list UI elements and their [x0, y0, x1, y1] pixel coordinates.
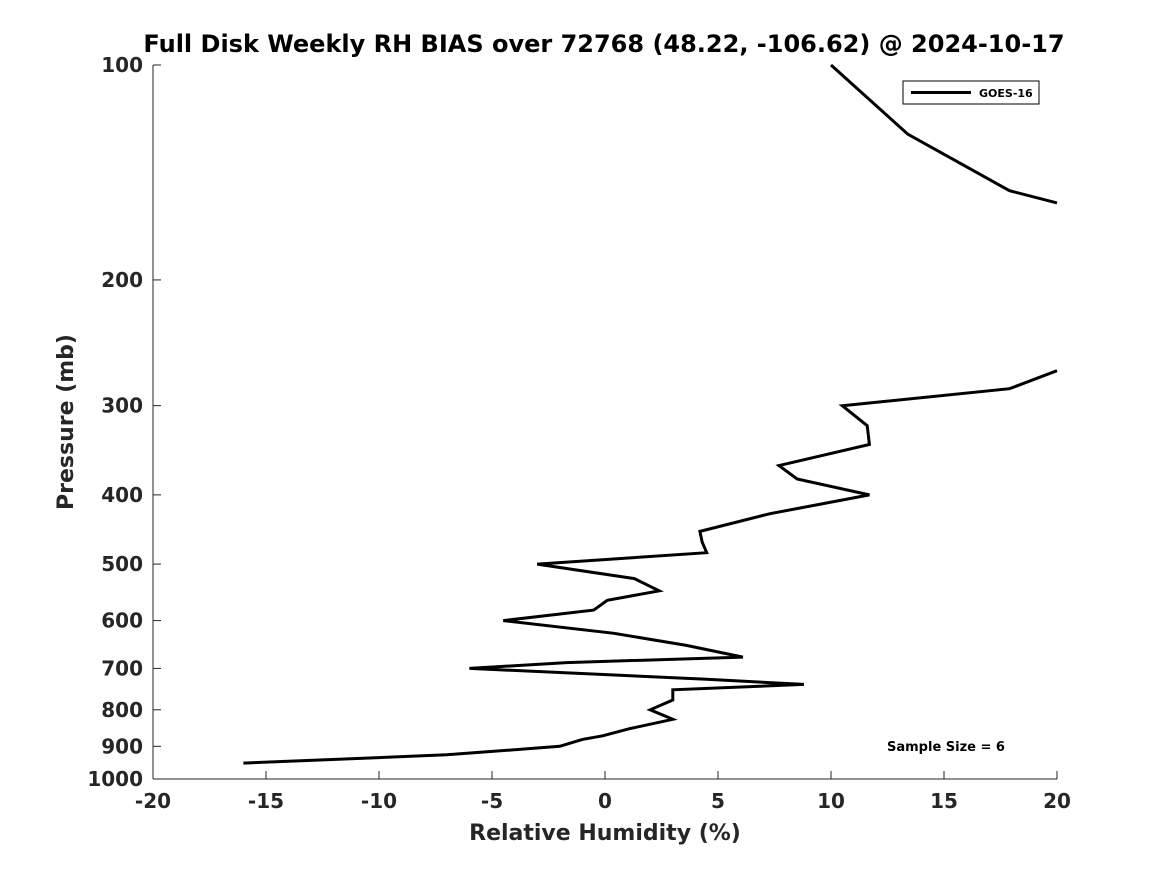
y-tick-label: 400: [101, 483, 143, 507]
x-tick-label: -20: [135, 789, 171, 813]
x-tick-label: -5: [481, 789, 503, 813]
x-axis-ticks: -20 -15 -10 -5 0 5 10 15 20: [135, 771, 1071, 813]
y-tick-label: 900: [101, 734, 143, 758]
x-tick-label: 0: [598, 789, 612, 813]
series-line-goes-16: [243, 369, 1058, 765]
x-tick-label: -10: [361, 789, 397, 813]
legend-label-goes-16: GOES-16: [979, 87, 1033, 100]
y-axis-label: Pressure (mb): [54, 334, 79, 510]
series-line-goes-16: [829, 63, 1058, 205]
y-axis-ticks: 100 200 300 400 500 600 700 800 900 1000: [87, 53, 161, 791]
y-tick-label: 800: [101, 698, 143, 722]
x-tick-label: 20: [1043, 789, 1071, 813]
y-tick-label: 100: [101, 53, 143, 77]
x-tick-label: -15: [248, 789, 284, 813]
y-tick-label: 600: [101, 609, 143, 633]
x-tick-label: 10: [817, 789, 845, 813]
x-tick-label: 15: [930, 789, 958, 813]
sample-size-annotation: Sample Size = 6: [887, 740, 1005, 755]
legend: GOES-16: [902, 80, 1040, 105]
series-layer: [243, 63, 1058, 765]
y-tick-label: 300: [101, 394, 143, 418]
y-tick-label: 1000: [87, 767, 143, 791]
plot-area: [152, 65, 1057, 780]
x-axis-label: Relative Humidity (%): [469, 821, 741, 846]
y-tick-label: 500: [101, 552, 143, 576]
y-tick-label: 700: [101, 656, 143, 680]
chart-title: Full Disk Weekly RH BIAS over 72768 (48.…: [143, 30, 1064, 58]
y-tick-label: 200: [101, 268, 143, 292]
x-tick-label: 5: [711, 789, 725, 813]
